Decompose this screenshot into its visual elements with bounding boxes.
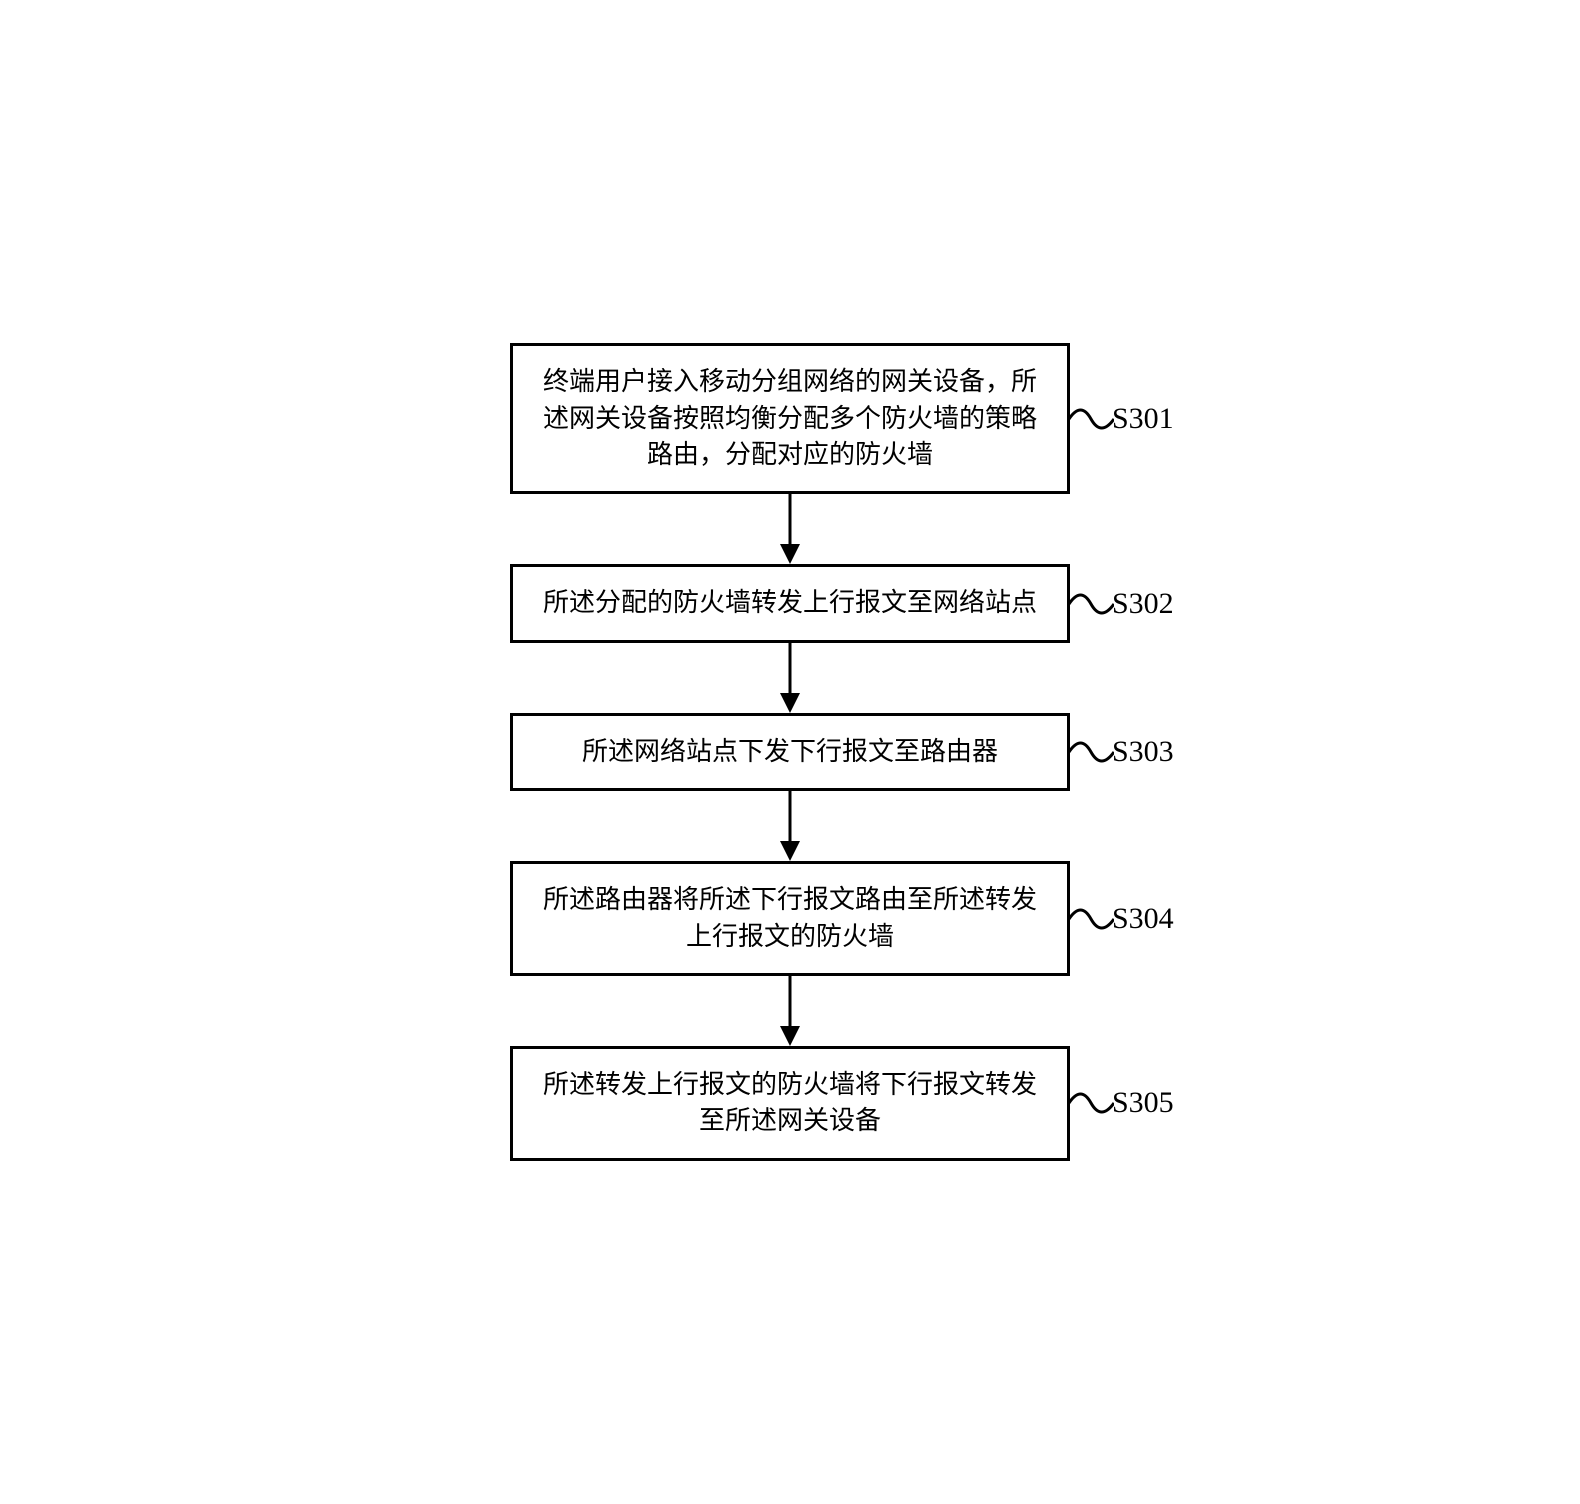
arrow-1 [510, 494, 1070, 564]
connector-curve-3 [1069, 732, 1114, 772]
step-row-1: 终端用户接入移动分组网络的网关设备，所述网关设备按照均衡分配多个防火墙的策略路由… [340, 343, 1240, 494]
connector-curve-1 [1069, 399, 1114, 439]
arrow-4 [510, 976, 1070, 1046]
step-label-4: S304 [1112, 898, 1174, 940]
connector-curve-5 [1069, 1083, 1114, 1123]
step-text-4: 所述路由器将所述下行报文路由至所述转发上行报文的防火墙 [543, 885, 1037, 950]
step-label-2: S302 [1112, 583, 1174, 625]
arrow-3 [510, 791, 1070, 861]
flowchart: 终端用户接入移动分组网络的网关设备，所述网关设备按照均衡分配多个防火墙的策略路由… [340, 343, 1240, 1161]
step-row-5: 所述转发上行报文的防火墙将下行报文转发至所述网关设备 S305 [340, 1046, 1240, 1161]
arrow-down-icon [770, 494, 810, 564]
arrow-down-icon [770, 976, 810, 1046]
step-box-5: 所述转发上行报文的防火墙将下行报文转发至所述网关设备 S305 [510, 1046, 1070, 1161]
step-text-3: 所述网络站点下发下行报文至路由器 [582, 737, 998, 766]
step-label-1: S301 [1112, 398, 1174, 440]
step-text-1: 终端用户接入移动分组网络的网关设备，所述网关设备按照均衡分配多个防火墙的策略路由… [543, 367, 1037, 469]
step-text-5: 所述转发上行报文的防火墙将下行报文转发至所述网关设备 [543, 1070, 1037, 1135]
step-text-2: 所述分配的防火墙转发上行报文至网络站点 [543, 588, 1037, 617]
arrow-down-icon [770, 643, 810, 713]
connector-curve-2 [1069, 584, 1114, 624]
arrow-2 [510, 643, 1070, 713]
step-row-4: 所述路由器将所述下行报文路由至所述转发上行报文的防火墙 S304 [340, 861, 1240, 976]
step-box-4: 所述路由器将所述下行报文路由至所述转发上行报文的防火墙 S304 [510, 861, 1070, 976]
step-row-2: 所述分配的防火墙转发上行报文至网络站点 S302 [340, 564, 1240, 642]
connector-curve-4 [1069, 899, 1114, 939]
step-row-3: 所述网络站点下发下行报文至路由器 S303 [340, 713, 1240, 791]
step-box-1: 终端用户接入移动分组网络的网关设备，所述网关设备按照均衡分配多个防火墙的策略路由… [510, 343, 1070, 494]
step-box-2: 所述分配的防火墙转发上行报文至网络站点 S302 [510, 564, 1070, 642]
arrow-down-icon [770, 791, 810, 861]
step-label-3: S303 [1112, 731, 1174, 773]
flowchart-container: 终端用户接入移动分组网络的网关设备，所述网关设备按照均衡分配多个防火墙的策略路由… [340, 343, 1240, 1161]
step-label-5: S305 [1112, 1082, 1174, 1124]
step-box-3: 所述网络站点下发下行报文至路由器 S303 [510, 713, 1070, 791]
